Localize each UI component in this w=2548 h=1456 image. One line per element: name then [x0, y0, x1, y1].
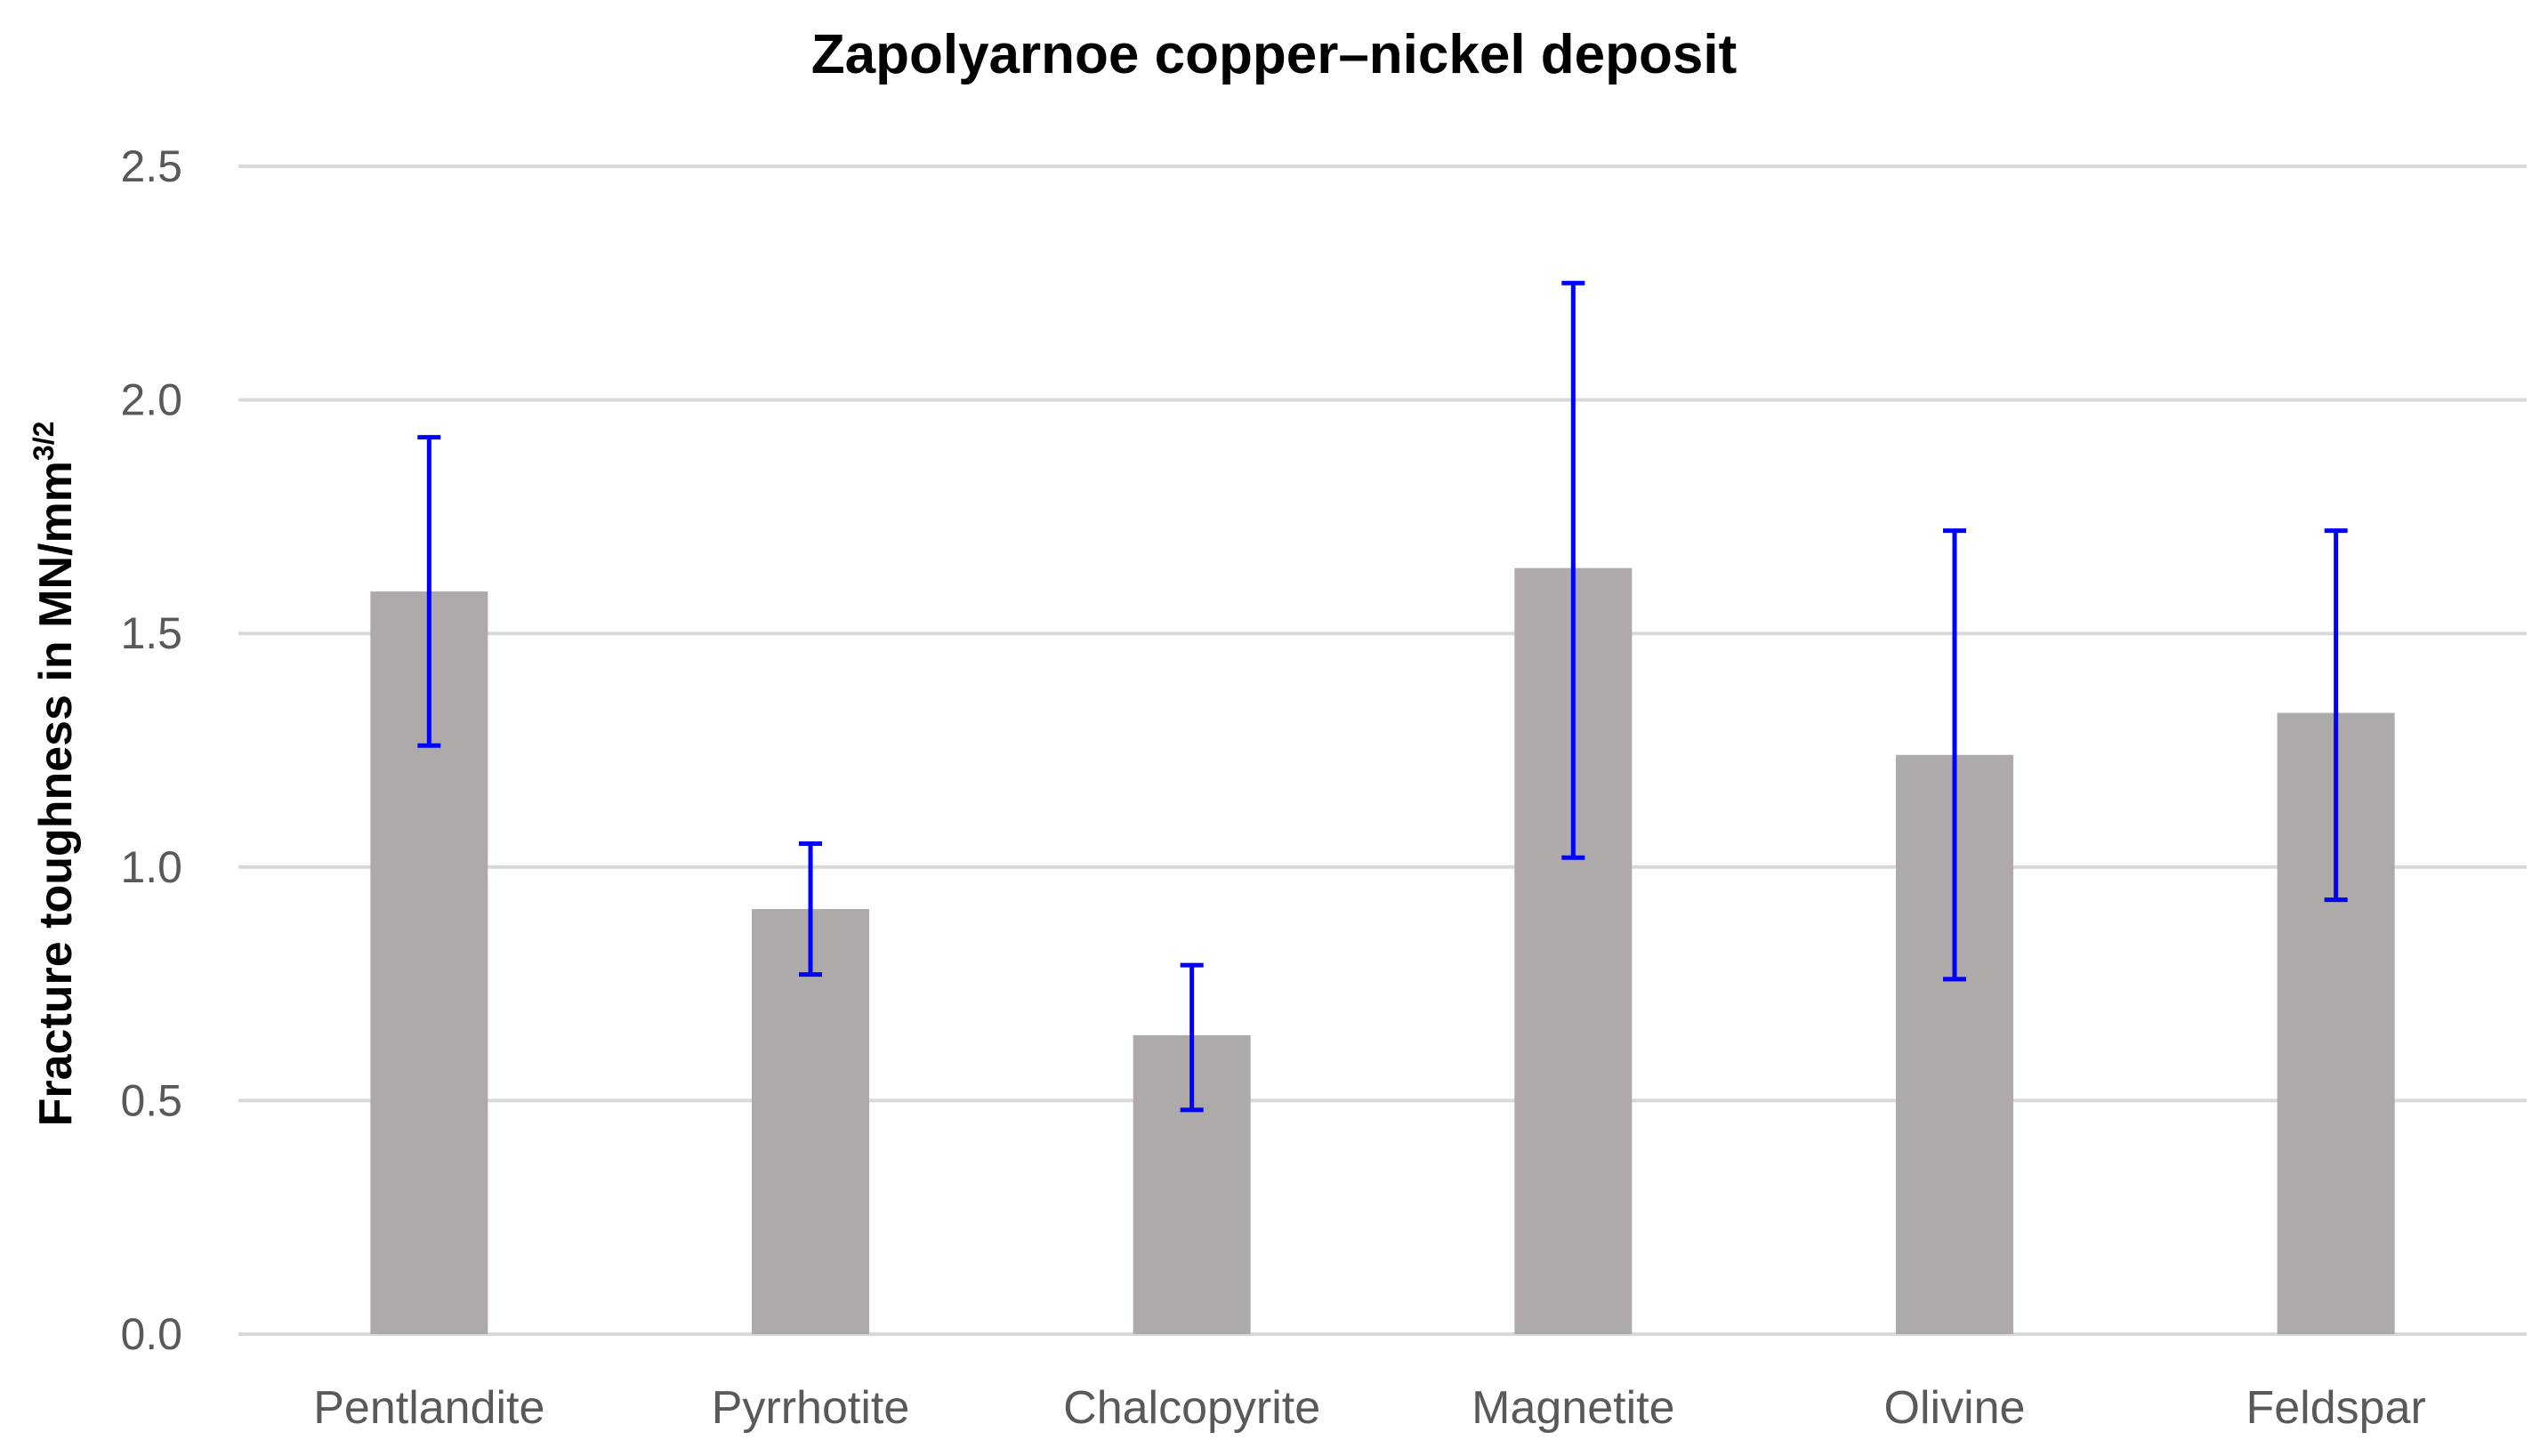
x-tick-label: Pyrrhotite [712, 1382, 910, 1434]
y-axis-label: Fracture toughness in MN/mm3/2 [28, 422, 82, 1127]
gridlines [238, 165, 2527, 1336]
x-tick-label: Feldspar [2246, 1382, 2426, 1434]
y-tick-label: 1.5 [120, 608, 182, 658]
x-tick-label: Chalcopyrite [1063, 1382, 1320, 1434]
error-bar [2324, 528, 2348, 903]
chart-title: Zapolyarnoe copper–nickel deposit [811, 24, 1738, 85]
error-bar [417, 435, 441, 748]
y-axis-ticks: 0.0 0.5 1.0 1.5 2.0 2.5 [120, 141, 182, 1359]
x-tick-label: Pentlandite [313, 1382, 544, 1434]
error-bars [417, 280, 2348, 1113]
error-bar [1943, 528, 1966, 982]
y-tick-label: 1.0 [120, 842, 182, 892]
bars [370, 567, 2395, 1334]
y-axis-label-main: Fracture toughness in MN/mm [30, 461, 82, 1126]
error-bar [1561, 280, 1585, 860]
y-tick-label: 0.0 [120, 1309, 182, 1359]
y-axis-label-superscript: 3/2 [28, 422, 60, 461]
x-axis-categories: Pentlandite Pyrrhotite Chalcopyrite Magneti… [313, 1382, 2426, 1434]
y-tick-label: 0.5 [120, 1075, 182, 1125]
x-tick-label: Olivine [1884, 1382, 2026, 1434]
y-tick-label: 2.0 [120, 375, 182, 425]
x-tick-label: Magnetite [1472, 1382, 1674, 1434]
bar [752, 909, 869, 1334]
y-tick-label: 2.5 [120, 141, 182, 191]
error-bar [799, 841, 822, 977]
error-bar [1180, 962, 1204, 1113]
